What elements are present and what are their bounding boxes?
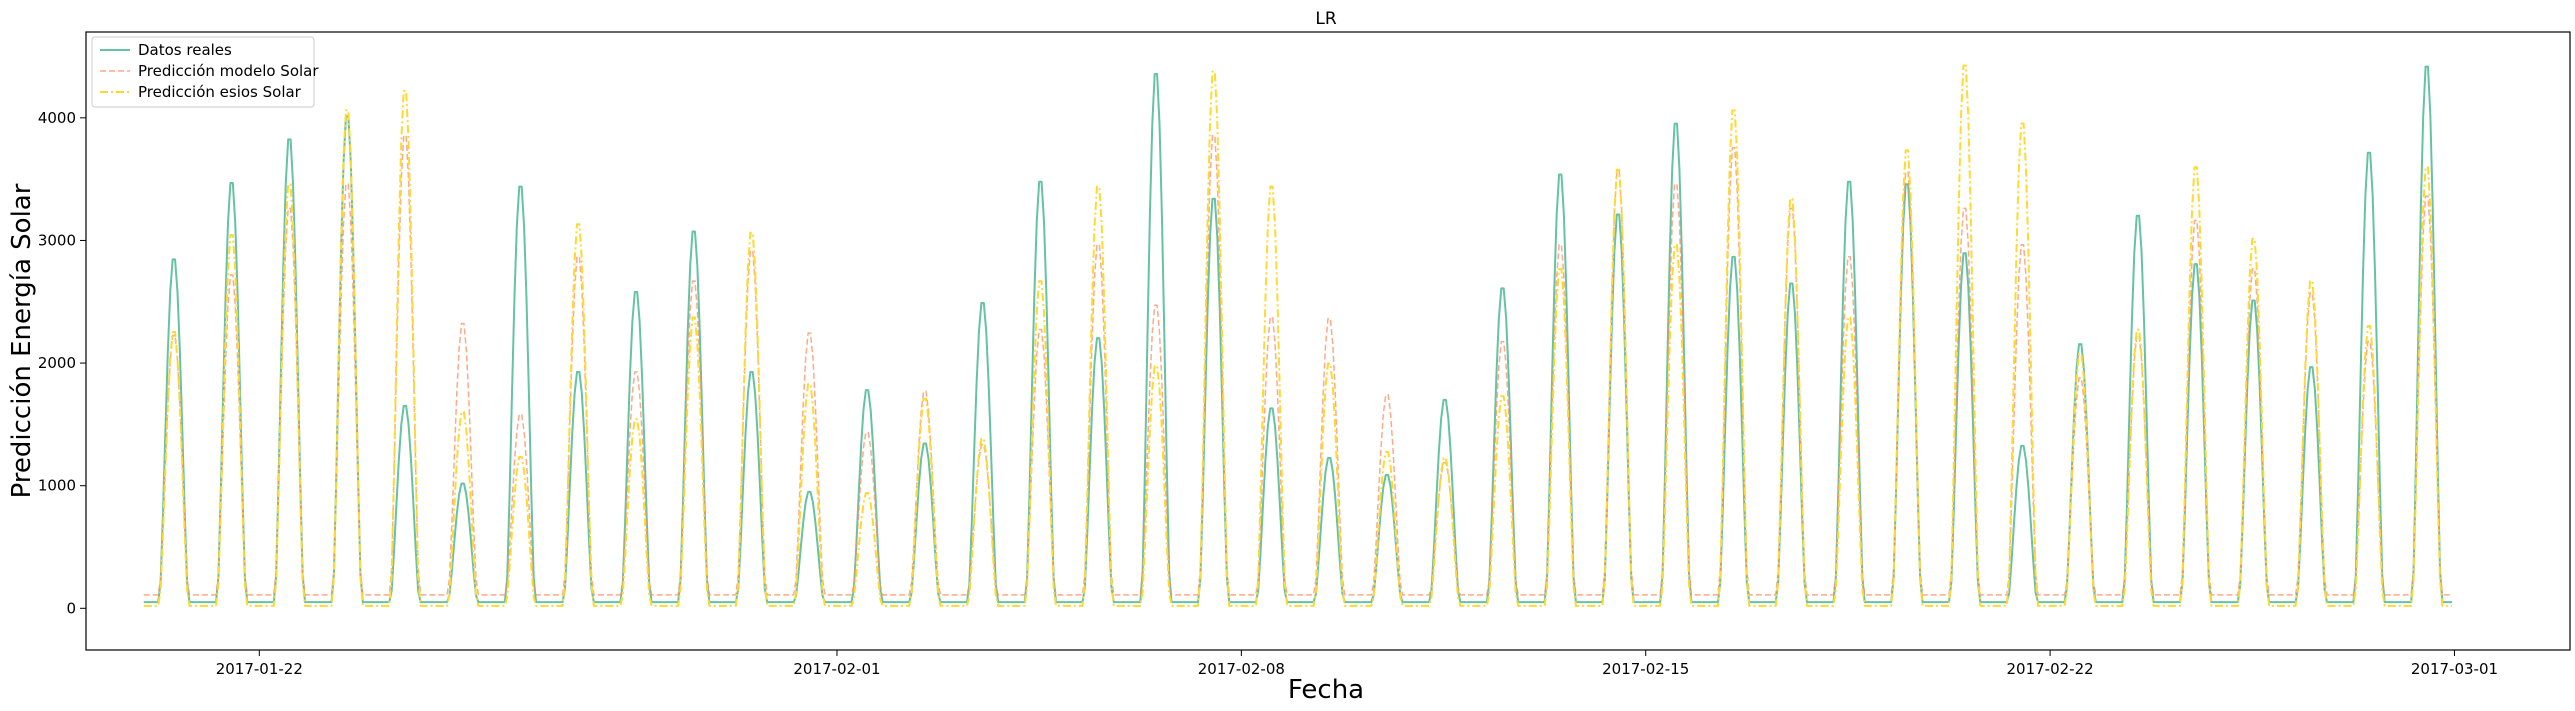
x-tick-label: 2017-02-08: [1198, 660, 1285, 678]
x-tick-label: 2017-01-22: [216, 660, 303, 678]
x-tick-label: 2017-02-01: [793, 660, 880, 678]
legend-label-datos-reales: Datos reales: [138, 41, 232, 59]
x-axis: 2017-01-22 2017-02-01 2017-02-08 2017-02-15…: [216, 650, 2498, 678]
x-tick-label: 2017-02-22: [2006, 660, 2093, 678]
y-axis: 0 1000 2000 3000 4000: [38, 109, 86, 617]
legend: Datos reales Predicción modelo Solar Pre…: [91, 36, 319, 108]
series-line-0: [143, 65, 2453, 604]
y-tick-label: 4000: [38, 109, 76, 127]
series-line-1: [143, 134, 2453, 596]
plot-lines: [143, 64, 2453, 607]
plot-frame: [85, 31, 2571, 651]
series-line-2: [143, 64, 2453, 607]
y-tick-label: 0: [66, 599, 76, 617]
y-tick-label: 1000: [38, 477, 76, 495]
y-tick-label: 2000: [38, 354, 76, 372]
y-tick-label: 3000: [38, 231, 76, 249]
legend-label-prediccion-modelo: Predicción modelo Solar: [138, 62, 319, 80]
x-tick-label: 2017-02-15: [1602, 660, 1689, 678]
chart-title: LR: [1315, 9, 1336, 29]
y-axis-label: Predicción Energía Solar: [7, 183, 37, 498]
x-tick-label: 2017-03-01: [2411, 660, 2498, 678]
x-axis-label: Fecha: [1288, 675, 1364, 705]
legend-box: [91, 36, 315, 108]
legend-label-prediccion-esios: Predicción esios Solar: [138, 83, 302, 101]
